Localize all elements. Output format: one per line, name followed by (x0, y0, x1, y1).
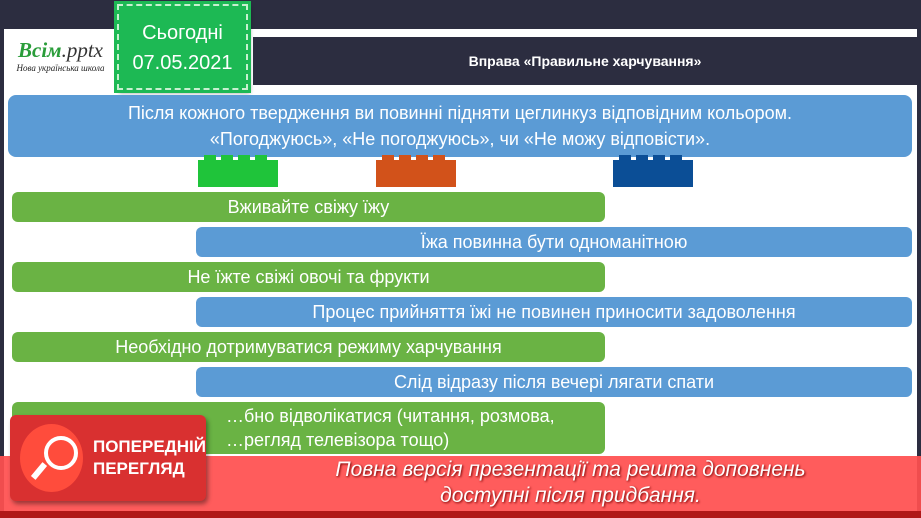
instruction-box: Після кожного твердження ви повинні підн… (8, 95, 912, 157)
badge-line-1: ПОПЕРЕДНІЙ (92, 437, 206, 456)
statement-1: Вживайте свіжу їжу (12, 192, 605, 222)
instruction-line-2: «Погоджуюсь», «Не погоджуюсь», чи «Не мо… (209, 129, 711, 149)
date-label: Сьогодні (142, 22, 223, 44)
date-box: Сьогодні 07.05.2021 (114, 1, 251, 93)
preview-badge[interactable]: ПОПЕРЕДНІЙ ПЕРЕГЛЯД (10, 415, 206, 501)
statement-3: Не їжте свіжі овочі та фрукти (12, 262, 605, 292)
notice-line-2: доступні після придбання. (440, 484, 701, 507)
logo-brand: Всім (18, 38, 62, 62)
notice-line-1: Повна версія презентації та решта доповн… (335, 458, 806, 481)
date-value: 07.05.2021 (132, 52, 233, 74)
bottom-strip (0, 511, 921, 518)
statement-7: …бно відволікатися (читання, розмова, …р… (12, 402, 605, 454)
statement-7-line-2: …регляд телевізора тощо) (226, 430, 450, 450)
statement-6: Слід відразу після вечері лягати спати (196, 367, 912, 397)
statement-5: Необхідно дотримуватися режиму харчуванн… (12, 332, 605, 362)
blue-brick-icon (613, 155, 693, 187)
logo: Всім.pptx Нова українська школа (8, 38, 113, 88)
green-brick-icon (198, 155, 278, 187)
logo-tagline: Нова українська школа (16, 63, 105, 73)
magnifier-icon (20, 424, 83, 492)
page-title: Вправа «Правильне харчування» (253, 37, 917, 85)
badge-line-2: ПЕРЕГЛЯД (92, 459, 185, 478)
statement-4: Процес прийняття їжі не повинен приносит… (196, 297, 912, 327)
statement-2: Їжа повинна бути одноманітною (196, 227, 912, 257)
statement-7-line-1: …бно відволікатися (читання, розмова, (226, 406, 555, 426)
logo-ext: .pptx (61, 38, 103, 62)
orange-brick-icon (376, 155, 456, 187)
instruction-line-1: Після кожного твердження ви повинні підн… (127, 103, 793, 123)
